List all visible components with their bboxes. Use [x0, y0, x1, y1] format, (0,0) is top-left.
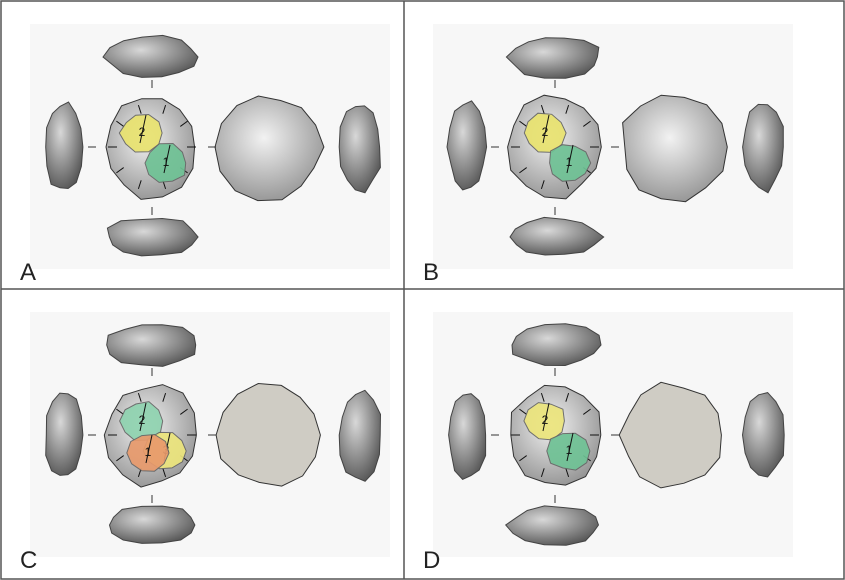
- back-face: [215, 382, 321, 487]
- left-view: [45, 101, 84, 190]
- arrow: [162, 468, 167, 478]
- arrow: [566, 144, 574, 174]
- arrow: [565, 104, 570, 114]
- top-view: [511, 323, 602, 367]
- back-face: [622, 94, 728, 203]
- scar-label: 1: [163, 155, 170, 169]
- top-view: [505, 37, 600, 79]
- scar-label: 2: [139, 413, 146, 427]
- arrow: [137, 180, 142, 190]
- arrow: [137, 392, 142, 402]
- arrow: [145, 434, 153, 464]
- arrow: [519, 120, 527, 127]
- arrow: [116, 455, 124, 462]
- arrow: [566, 432, 574, 462]
- scar: [118, 113, 163, 153]
- scar: [549, 144, 592, 182]
- arrow: [540, 180, 545, 190]
- arrow: [162, 104, 167, 114]
- arrow: [542, 402, 550, 432]
- arrow: [540, 104, 545, 114]
- panel-label: B: [423, 259, 439, 286]
- arrow: [162, 392, 167, 402]
- right-view: [338, 105, 381, 194]
- panel-label: D: [423, 547, 440, 574]
- arrow: [583, 408, 591, 415]
- arrow: [565, 468, 570, 478]
- arrow: [116, 408, 124, 415]
- arrow: [180, 408, 188, 415]
- scar-label: 1: [566, 443, 573, 457]
- arrow: [163, 144, 171, 174]
- arrow: [137, 104, 142, 114]
- scar-label: 2: [139, 125, 146, 139]
- left-view: [45, 392, 84, 476]
- scar-label: 1: [145, 445, 152, 459]
- left-view: [448, 393, 487, 481]
- arrow: [565, 392, 570, 402]
- scar: [546, 432, 591, 471]
- top-view: [106, 324, 197, 367]
- panel-label: C: [20, 547, 37, 574]
- arrow: [542, 114, 550, 144]
- arrow: [519, 167, 527, 174]
- arrow: [540, 468, 545, 478]
- bottom-view: [108, 505, 196, 544]
- arrow: [116, 120, 124, 127]
- arrow: [519, 408, 527, 415]
- scar: [144, 142, 187, 183]
- left-view: [446, 100, 488, 191]
- arrow: [519, 455, 527, 462]
- panel-label: A: [20, 259, 36, 286]
- arrow: [139, 402, 147, 432]
- back-face: [618, 381, 722, 489]
- scar-label: 2: [542, 413, 549, 427]
- arrow: [565, 180, 570, 190]
- bottom-view: [106, 217, 199, 257]
- scar-label: 1: [566, 155, 573, 169]
- top-view: [102, 34, 199, 78]
- arrow: [583, 120, 591, 127]
- right-view: [742, 103, 784, 194]
- arrow: [116, 167, 124, 174]
- arrow: [180, 120, 188, 127]
- bottom-view: [509, 216, 605, 256]
- right-view: [741, 392, 785, 478]
- right-view: [338, 389, 382, 482]
- scar-label: 2: [542, 125, 549, 139]
- bottom-view: [504, 505, 600, 546]
- arrow: [139, 114, 147, 144]
- arrow: [540, 392, 545, 402]
